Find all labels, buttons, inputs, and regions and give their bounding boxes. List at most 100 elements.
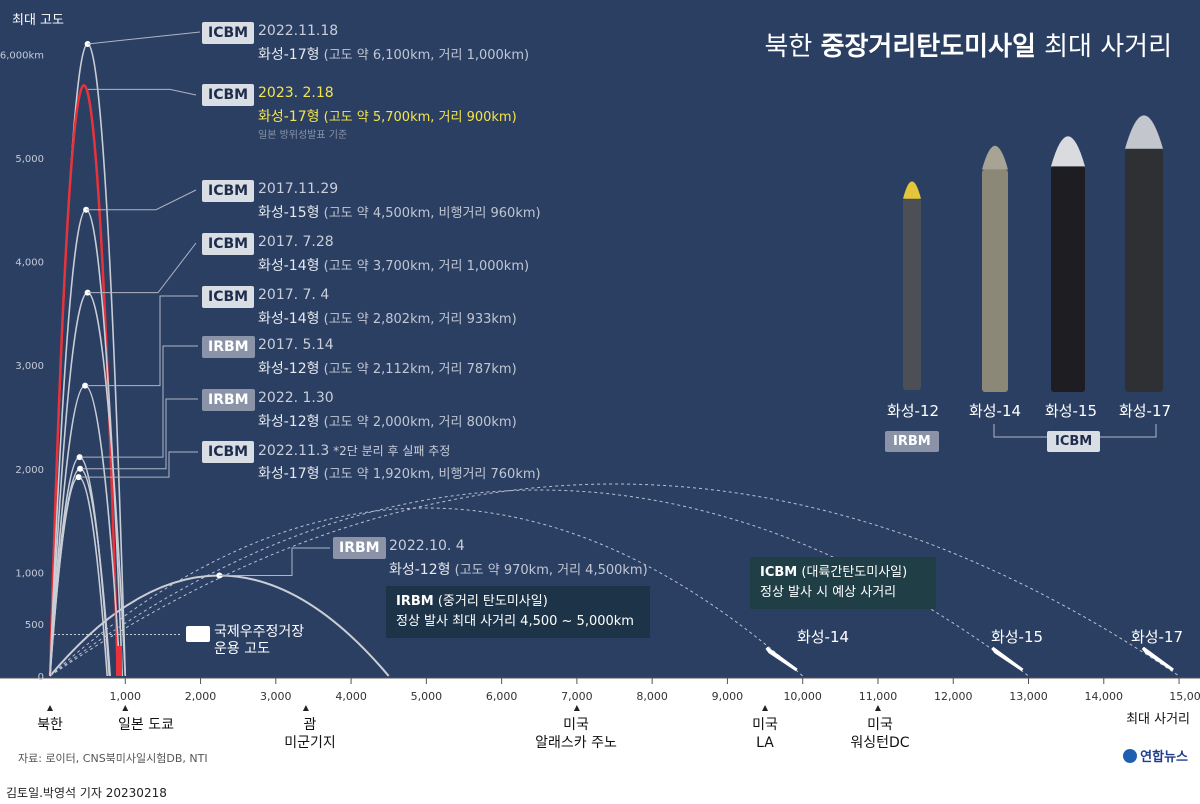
x-tick-label: 14,000: [1085, 690, 1124, 703]
warhead-marker: [765, 646, 798, 672]
location-alaska: 미국 알래스카 주노: [535, 717, 617, 751]
leader-line: [81, 345, 198, 458]
x-axis-title: 최대 사거리: [1126, 712, 1190, 727]
launch-detail: 화성-12형 (고도 약 2,112km, 거리 787km): [258, 361, 517, 377]
missile-label-hwasong17: 화성-17: [1118, 402, 1172, 420]
news-logo: 연합뉴스: [1123, 746, 1188, 765]
launch-badge: ICBM: [202, 84, 255, 106]
impact-marker: [116, 646, 122, 676]
irbm-box-subtitle: (중거리 탄도미사일): [437, 594, 548, 609]
estimated-range-arc: [49, 483, 1180, 677]
launch-date: 2022.11.3 *2단 분리 후 실패 추정: [258, 443, 451, 459]
leader-line: [82, 398, 198, 470]
launch-badge: ICBM: [202, 180, 255, 202]
x-tick-label: 10,000: [783, 690, 822, 703]
y-tick-label: 2,000: [15, 465, 44, 476]
launch-detail: 화성-14형 (고도 약 2,802km, 거리 933km): [258, 311, 517, 327]
x-tick-label: 11,000: [859, 690, 898, 703]
launch-detail: 화성-17형 (고도 약 6,100km, 거리 1,000km): [258, 47, 530, 63]
credit: 김토일.박영석 기자 20230218: [6, 786, 167, 800]
missile-hwasong15-nose: [1051, 136, 1085, 167]
x-tick-label: 9,000: [712, 690, 744, 703]
location-north-korea: 북한: [37, 717, 63, 733]
page-title: 북한 중장거리탄도미사일 최대 사거리: [764, 32, 1172, 62]
missile-hwasong12-nose: [903, 181, 921, 199]
range-label-hwasong15: 화성-15: [990, 628, 1044, 646]
missile-hwasong14-body: [982, 169, 1008, 392]
missile-hwasong14-nose: [982, 145, 1008, 170]
launch-badge: ICBM: [202, 22, 255, 44]
icbm-category-badge: ICBM: [1047, 431, 1101, 452]
missile-label-hwasong14: 화성-14: [968, 402, 1022, 420]
location-marker: [874, 705, 881, 711]
source-note: 자료: 로이터, CNS북미사일시험DB, NTI: [18, 752, 208, 765]
launch-detail: 화성-17형 (고도 약 5,700km, 거리 900km): [258, 109, 517, 125]
missile-hwasong15-body: [1051, 166, 1085, 392]
launch-date: 2023. 2.18: [258, 85, 334, 101]
icbm-box-title: ICBM: [760, 565, 798, 580]
missile-label-hwasong15: 화성-15: [1044, 402, 1098, 420]
launch-detail: 화성-12형 (고도 약 2,000km, 거리 800km): [258, 414, 517, 430]
warhead-marker: [1141, 646, 1174, 672]
range-label-hwasong14: 화성-14: [796, 628, 850, 646]
location-washington: 미국 워싱턴DC: [850, 717, 910, 751]
location-tokyo: 일본 도쿄: [118, 717, 174, 733]
launch-detail: 화성-14형 (고도 약 3,700km, 거리 1,000km): [258, 258, 530, 274]
location-la: 미국 LA: [752, 717, 778, 751]
missile-label-hwasong12: 화성-12: [886, 402, 940, 420]
location-guam: 괌 미군기지: [284, 717, 336, 751]
y-tick-label: 4,000: [15, 258, 44, 269]
y-tick-label: 0: [38, 672, 44, 683]
launch-badge: ICBM: [202, 441, 255, 463]
x-tick-label: 1,000: [110, 690, 142, 703]
apogee-dot: [77, 465, 84, 472]
icbm-box-text: 정상 발사 시 예상 사거리: [760, 585, 897, 600]
launch-note: 일본 방위성발표 기준: [258, 130, 348, 141]
irbm-category-badge: IRBM: [885, 431, 939, 452]
missile-hwasong17-body: [1125, 148, 1163, 392]
y-tick-label: 3,000: [15, 361, 44, 372]
x-tick-label: 6,000: [486, 690, 518, 703]
y-tick-label: 6,000km: [0, 50, 44, 61]
warhead-marker: [991, 646, 1024, 672]
launch-detail: 화성-12형 (고도 약 970km, 거리 4,500km): [389, 562, 648, 578]
launch-date: 2017. 7. 4: [258, 287, 330, 303]
leader-line: [87, 242, 197, 294]
launch-detail: 화성-17형 (고도 약 1,920km, 비행거리 760km): [258, 466, 541, 482]
irbm-box-text: 정상 발사 최대 사거리 4,500 ~ 5,000km: [396, 614, 634, 629]
y-tick-label: 1,000: [15, 568, 44, 579]
launch-badge: IRBM: [202, 389, 255, 411]
missile-hwasong17-nose: [1125, 115, 1163, 149]
missile-hwasong12-body: [903, 198, 921, 390]
y-axis-title: 최대 고도: [12, 13, 64, 28]
apogee-dot: [75, 474, 82, 481]
x-tick-label: 15,000km: [1169, 690, 1200, 703]
leader-line: [86, 189, 197, 211]
launch-date: 2017. 7.28: [258, 234, 334, 250]
x-tick-label: 3,000: [260, 690, 292, 703]
leader-line: [219, 547, 330, 576]
range-label-hwasong17: 화성-17: [1130, 628, 1184, 646]
iss-label: 국제우주정거장 운용 고도: [214, 624, 305, 657]
icbm-info-box: ICBM (대륙간탄도미사일) 정상 발사 시 예상 사거리: [750, 557, 936, 609]
x-tick-label: 12,000: [934, 690, 973, 703]
logo-mark-icon: [1123, 749, 1138, 763]
launch-date: 2022.10. 4: [389, 538, 465, 554]
leader-line: [87, 31, 201, 45]
leader-line: [87, 88, 197, 96]
launch-badge: IRBM: [202, 336, 255, 358]
leader-line: [80, 451, 198, 478]
x-tick-label: 8,000: [636, 690, 668, 703]
location-marker: [47, 705, 53, 711]
launch-badge: ICBM: [202, 233, 255, 255]
icbm-box-subtitle: (대륙간탄도미사일): [801, 565, 908, 580]
launch-date: 2017. 5.14: [258, 337, 334, 353]
y-tick-label: 5,000: [15, 154, 44, 165]
apogee-dot: [76, 454, 83, 461]
location-marker: [573, 705, 580, 711]
x-tick-label: 13,000: [1009, 690, 1048, 703]
leader-line: [87, 295, 198, 387]
launch-badge: IRBM: [333, 537, 386, 559]
irbm-box-title: IRBM: [396, 594, 434, 609]
